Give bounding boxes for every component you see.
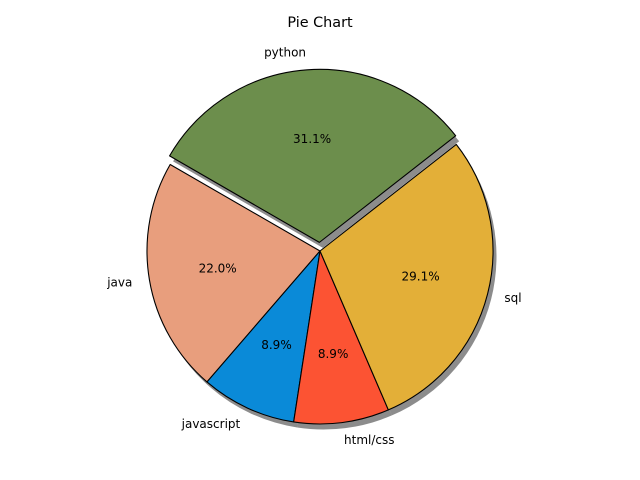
- slice-labels: java 22.0% javascript 8.9% html/css 8.9% sql 29…: [106, 46, 521, 447]
- slice-percent-python: 31.1%: [293, 132, 331, 146]
- slice-label-html-css: html/css: [344, 433, 394, 447]
- slice-percent-html-css: 8.9%: [318, 347, 349, 361]
- pie-slice-java: [146, 163, 321, 383]
- slice-percent-sql: 29.1%: [402, 270, 440, 284]
- slice-wedges: [146, 68, 494, 425]
- pie-slice-html-css: [293, 250, 389, 425]
- slice-label-javascript: javascript: [181, 417, 241, 431]
- slice-label-sql: sql: [504, 291, 521, 305]
- pie-slice-javascript: [206, 250, 321, 423]
- chart-title: Pie Chart: [287, 15, 353, 31]
- slice-percent-java: 22.0%: [199, 261, 237, 275]
- slice-label-java: java: [106, 276, 132, 290]
- slice-label-python: python: [264, 46, 306, 60]
- pie-slice-sql: [319, 143, 494, 411]
- pie-slice-python: [169, 68, 457, 243]
- slice-percent-javascript: 8.9%: [261, 338, 292, 352]
